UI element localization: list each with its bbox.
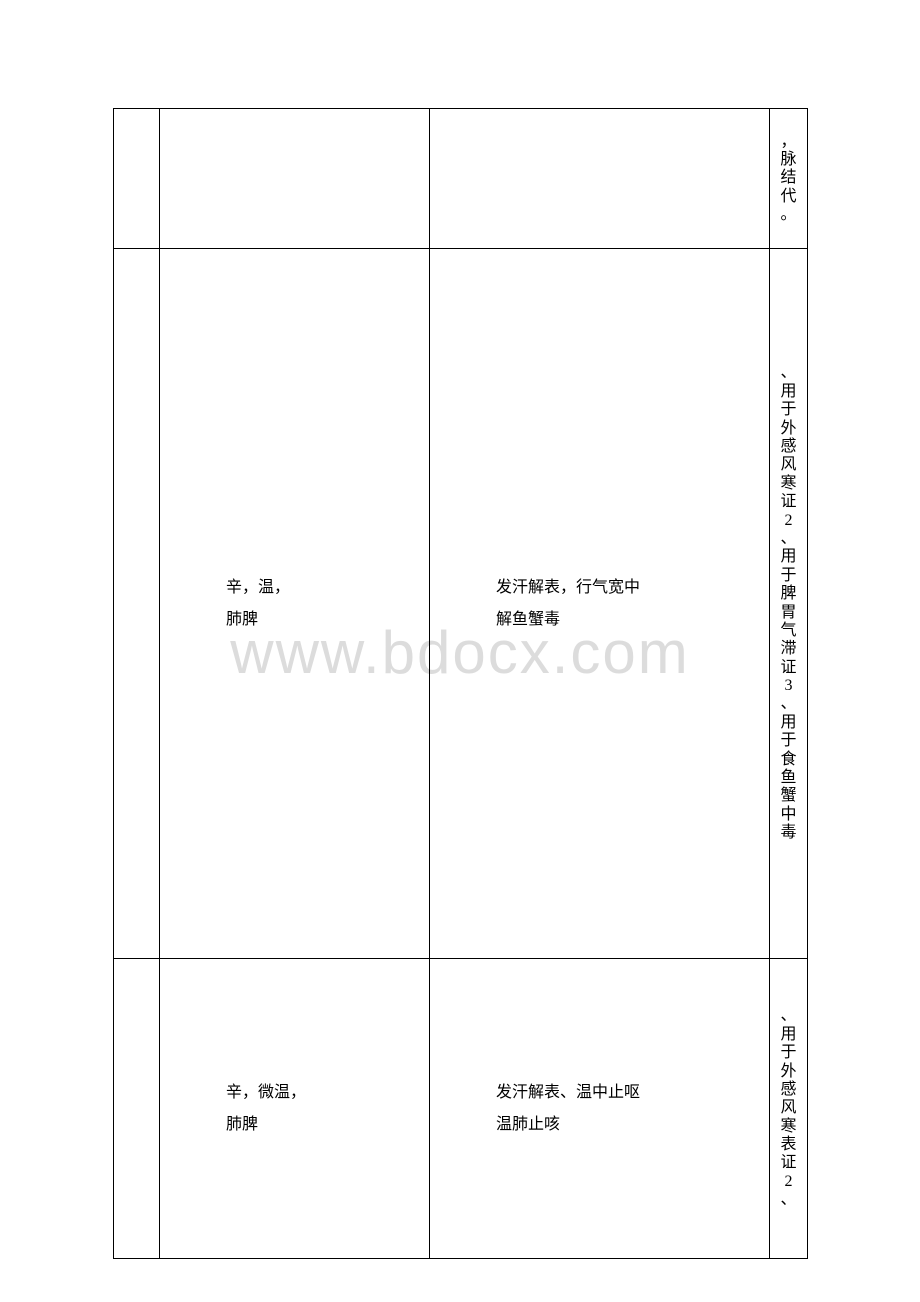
cell-application: 、用于外感风寒表证2、 <box>770 959 808 1259</box>
vertical-char: 毒 <box>772 824 805 842</box>
table-row: 辛，温， 肺脾 发汗解表，行气宽中 解鱼蟹毒 、用于外感风寒证2、用于脾胃气滞证… <box>114 249 808 959</box>
vertical-char: 风 <box>772 456 805 474</box>
cell-application: ，脉结代。 <box>770 109 808 249</box>
vertical-char: 寒 <box>772 1118 805 1136</box>
vertical-char: 、 <box>772 695 805 713</box>
vertical-char: 于 <box>772 401 805 419</box>
medicine-table: ，脉结代。 辛，温， 肺脾 发汗解表，行气宽中 解鱼蟹毒 、用于外感风寒证2、用… <box>113 108 808 1259</box>
vertical-char: 外 <box>772 1063 805 1081</box>
document-table-wrapper: ，脉结代。 辛，温， 肺脾 发汗解表，行气宽中 解鱼蟹毒 、用于外感风寒证2、用… <box>113 108 807 1259</box>
text-line: 辛，微温， <box>226 1077 429 1109</box>
vertical-char: 2 <box>772 512 805 530</box>
text-line: 辛，温， <box>226 572 429 604</box>
vertical-char: 用 <box>772 548 805 566</box>
vertical-char: ， <box>772 133 805 151</box>
vertical-char: 滞 <box>772 640 805 658</box>
vertical-char: 于 <box>772 567 805 585</box>
vertical-char: 表 <box>772 1136 805 1154</box>
text-line: 肺脾 <box>226 604 429 636</box>
vertical-char: 鱼 <box>772 769 805 787</box>
vertical-char: 代 <box>772 188 805 206</box>
vertical-char: 、 <box>772 1191 805 1209</box>
vertical-char: 。 <box>772 206 805 224</box>
vertical-char: 于 <box>772 1044 805 1062</box>
cell-name <box>114 249 160 959</box>
vertical-char: 3 <box>772 677 805 695</box>
vertical-char: 2 <box>772 1173 805 1191</box>
vertical-char: 结 <box>772 169 805 187</box>
cell-application: 、用于外感风寒证2、用于脾胃气滞证3、用于食鱼蟹中毒 <box>770 249 808 959</box>
vertical-char: 证 <box>772 493 805 511</box>
table-row: 辛，微温， 肺脾 发汗解表、温中止呕 温肺止咳 、用于外感风寒表证2、 <box>114 959 808 1259</box>
vertical-char: 中 <box>772 806 805 824</box>
cell-name <box>114 959 160 1259</box>
text-line: 发汗解表、温中止呕 <box>496 1077 769 1109</box>
vertical-char: 寒 <box>772 475 805 493</box>
vertical-char: 脉 <box>772 151 805 169</box>
vertical-char: 感 <box>772 438 805 456</box>
vertical-char: 外 <box>772 420 805 438</box>
vertical-char: 证 <box>772 659 805 677</box>
cell-efficacy: 发汗解表、温中止呕 温肺止咳 <box>430 959 770 1259</box>
cell-efficacy <box>430 109 770 249</box>
vertical-char: 感 <box>772 1081 805 1099</box>
cell-nature: 辛，温， 肺脾 <box>160 249 430 959</box>
vertical-char: 气 <box>772 622 805 640</box>
vertical-char: 食 <box>772 751 805 769</box>
vertical-char: 风 <box>772 1099 805 1117</box>
text-line: 温肺止咳 <box>496 1109 769 1141</box>
vertical-char: 胃 <box>772 604 805 622</box>
cell-name <box>114 109 160 249</box>
vertical-char: 、 <box>772 1007 805 1025</box>
vertical-char: 用 <box>772 383 805 401</box>
vertical-char: 用 <box>772 714 805 732</box>
text-line: 发汗解表，行气宽中 <box>496 572 769 604</box>
cell-nature: 辛，微温， 肺脾 <box>160 959 430 1259</box>
vertical-char: 证 <box>772 1154 805 1172</box>
vertical-char: 脾 <box>772 585 805 603</box>
table-row: ，脉结代。 <box>114 109 808 249</box>
vertical-char: 蟹 <box>772 787 805 805</box>
cell-efficacy: 发汗解表，行气宽中 解鱼蟹毒 <box>430 249 770 959</box>
vertical-char: 、 <box>772 364 805 382</box>
cell-nature <box>160 109 430 249</box>
text-line: 解鱼蟹毒 <box>496 604 769 636</box>
vertical-char: 于 <box>772 732 805 750</box>
vertical-char: 、 <box>772 530 805 548</box>
vertical-char: 用 <box>772 1026 805 1044</box>
text-line: 肺脾 <box>226 1109 429 1141</box>
